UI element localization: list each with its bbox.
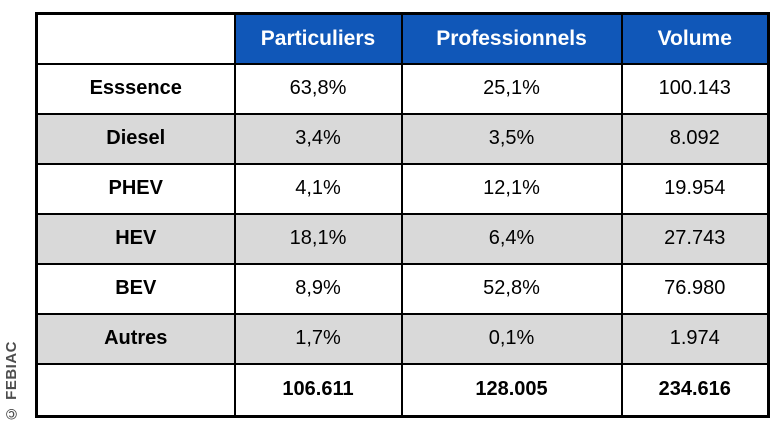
- cell-volume: 8.092: [620, 112, 770, 165]
- copyright-vertical-text: © FEBIAC: [3, 341, 20, 422]
- cell-particuliers: 4,1%: [233, 162, 403, 215]
- fuel-type-registrations-table: Particuliers Professionnels Volume Essse…: [35, 12, 770, 418]
- total-professionnels: 128.005: [400, 362, 623, 418]
- row-label: BEV: [35, 262, 236, 315]
- table-row-autres: Autres 1,7% 0,1% 1.974: [35, 312, 770, 365]
- header-row: Particuliers Professionnels Volume: [35, 12, 770, 65]
- column-header-volume: Volume: [620, 12, 770, 65]
- table-row-hev: HEV 18,1% 6,4% 27.743: [35, 212, 770, 265]
- table-row-bev: BEV 8,9% 52,8% 76.980: [35, 262, 770, 315]
- column-header-professionnels: Professionnels: [400, 12, 623, 65]
- cell-professionnels: 25,1%: [400, 62, 623, 115]
- cell-particuliers: 8,9%: [233, 262, 403, 315]
- cell-professionnels: 52,8%: [400, 262, 623, 315]
- row-label: Diesel: [35, 112, 236, 165]
- corner-cell: [35, 12, 236, 65]
- column-header-particuliers: Particuliers: [233, 12, 403, 65]
- totals-label: [35, 362, 236, 418]
- row-label: HEV: [35, 212, 236, 265]
- cell-particuliers: 3,4%: [233, 112, 403, 165]
- cell-professionnels: 0,1%: [400, 312, 623, 365]
- total-particuliers: 106.611: [233, 362, 403, 418]
- cell-particuliers: 18,1%: [233, 212, 403, 265]
- cell-professionnels: 6,4%: [400, 212, 623, 265]
- cell-volume: 100.143: [620, 62, 770, 115]
- cell-particuliers: 63,8%: [233, 62, 403, 115]
- cell-volume: 27.743: [620, 212, 770, 265]
- cell-volume: 76.980: [620, 262, 770, 315]
- row-label: PHEV: [35, 162, 236, 215]
- row-label: Esssence: [35, 62, 236, 115]
- total-volume: 234.616: [620, 362, 770, 418]
- cell-volume: 19.954: [620, 162, 770, 215]
- table-row-phev: PHEV 4,1% 12,1% 19.954: [35, 162, 770, 215]
- cell-particuliers: 1,7%: [233, 312, 403, 365]
- table-row-essence: Esssence 63,8% 25,1% 100.143: [35, 62, 770, 115]
- cell-professionnels: 3,5%: [400, 112, 623, 165]
- cell-volume: 1.974: [620, 312, 770, 365]
- table-row-diesel: Diesel 3,4% 3,5% 8.092: [35, 112, 770, 165]
- cell-professionnels: 12,1%: [400, 162, 623, 215]
- row-label: Autres: [35, 312, 236, 365]
- table-row-totals: 106.611 128.005 234.616: [35, 362, 770, 418]
